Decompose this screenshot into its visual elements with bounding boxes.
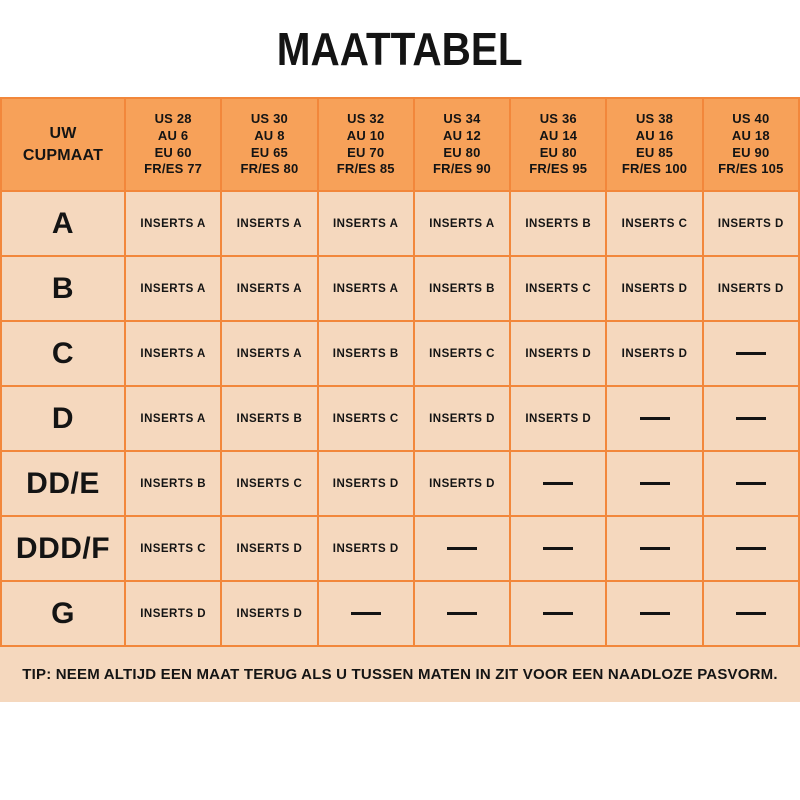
table-row-d: D INSERTS A INSERTS B INSERTS C INSERTS D INS… xyxy=(0,385,800,452)
table-cell xyxy=(701,580,800,647)
row-label-cell: A xyxy=(0,190,126,257)
table-cell xyxy=(701,450,800,517)
table-cell: INSERTS B xyxy=(412,255,512,322)
table-cell xyxy=(509,515,608,582)
table-cell: INSERTS B xyxy=(509,190,608,257)
tip-banner: TIP: NEEM ALTIJD EEN MAAT TERUG ALS U TU… xyxy=(0,647,800,702)
corner-header-cell: UW CUPMAAT xyxy=(0,97,126,192)
empty-dash xyxy=(735,611,766,615)
empty-dash xyxy=(446,611,477,615)
table-cell: INSERTS D xyxy=(220,515,319,582)
table-cell xyxy=(412,580,512,647)
column-header-cell-3: US 34 AU 12 EU 80 FR/ES 90 xyxy=(412,97,512,192)
empty-dash xyxy=(543,481,574,485)
table-cell xyxy=(701,320,800,387)
table-row-ddd-f: DDD/F INSERTS C INSERTS D INSERTS D xyxy=(0,515,800,582)
table-cell xyxy=(701,515,800,582)
table-cell: INSERTS C xyxy=(220,450,319,517)
page-title-text: MAATTABEL xyxy=(277,22,523,75)
table-row-g: G INSERTS D INSERTS D xyxy=(0,580,800,647)
size-chart-page: MAATTABEL UW CUPMAAT US 28 AU 6 EU 60 FR/… xyxy=(0,0,800,702)
table-cell: INSERTS A xyxy=(220,190,319,257)
page-title: MAATTABEL xyxy=(0,0,800,97)
empty-dash xyxy=(735,546,766,550)
table-cell: INSERTS C xyxy=(412,320,512,387)
row-label-cell: C xyxy=(0,320,126,387)
row-label-cell: DD/E xyxy=(0,450,126,517)
table-row-a: A INSERTS A INSERTS A INSERTS A INSERTS A INS… xyxy=(0,190,800,257)
table-cell: INSERTS D xyxy=(701,190,800,257)
table-row-b: B INSERTS A INSERTS A INSERTS A INSERTS B INS… xyxy=(0,255,800,322)
table-row-dd-e: DD/E INSERTS B INSERTS C INSERTS D INSERTS D xyxy=(0,450,800,517)
table-cell: INSERTS B xyxy=(220,385,319,452)
table-cell: INSERTS D xyxy=(509,320,608,387)
table-cell: INSERTS B xyxy=(316,320,415,387)
table-cell: INSERTS D xyxy=(605,255,704,322)
header-row: UW CUPMAAT US 28 AU 6 EU 60 FR/ES 77 US 30… xyxy=(0,97,800,192)
table-cell xyxy=(509,580,608,647)
table-cell xyxy=(701,385,800,452)
table-cell: INSERTS D xyxy=(220,580,319,647)
tip-text: TIP: NEEM ALTIJD EEN MAAT TERUG ALS U TU… xyxy=(22,666,778,683)
table-cell xyxy=(605,450,704,517)
empty-dash xyxy=(350,611,381,615)
empty-dash xyxy=(543,546,574,550)
table-cell: INSERTS A xyxy=(123,255,223,322)
empty-dash xyxy=(639,546,670,550)
empty-dash xyxy=(543,611,574,615)
column-header-cell-0: US 28 AU 6 EU 60 FR/ES 77 xyxy=(123,97,223,192)
table-cell xyxy=(605,580,704,647)
column-header-cell-2: US 32 AU 10 EU 70 FR/ES 85 xyxy=(316,97,415,192)
table-cell: INSERTS A xyxy=(123,385,223,452)
row-label-cell: G xyxy=(0,580,126,647)
size-table-body: A INSERTS A INSERTS A INSERTS A INSERTS A INS… xyxy=(0,190,800,647)
row-label-cell: D xyxy=(0,385,126,452)
empty-dash xyxy=(735,481,766,485)
empty-dash xyxy=(446,546,477,550)
table-cell: INSERTS C xyxy=(509,255,608,322)
table-cell xyxy=(509,450,608,517)
row-label-cell: DDD/F xyxy=(0,515,126,582)
empty-dash xyxy=(639,416,670,420)
column-header-cell-4: US 36 AU 14 EU 80 FR/ES 95 xyxy=(509,97,608,192)
table-row-c: C INSERTS A INSERTS A INSERTS B INSERTS C INS… xyxy=(0,320,800,387)
table-cell xyxy=(412,515,512,582)
table-cell: INSERTS D xyxy=(412,385,512,452)
table-cell: INSERTS A xyxy=(220,255,319,322)
table-cell: INSERTS C xyxy=(123,515,223,582)
size-table: UW CUPMAAT US 28 AU 6 EU 60 FR/ES 77 US 30… xyxy=(0,97,800,647)
table-cell: INSERTS A xyxy=(316,190,415,257)
table-cell: INSERTS A xyxy=(412,190,512,257)
table-cell: INSERTS B xyxy=(123,450,223,517)
table-cell: INSERTS D xyxy=(605,320,704,387)
empty-dash xyxy=(639,481,670,485)
size-table-header: UW CUPMAAT US 28 AU 6 EU 60 FR/ES 77 US 30… xyxy=(0,97,800,192)
table-cell: INSERTS D xyxy=(701,255,800,322)
table-cell: INSERTS D xyxy=(316,515,415,582)
table-cell xyxy=(316,580,415,647)
table-cell: INSERTS A xyxy=(123,190,223,257)
table-cell: INSERTS D xyxy=(123,580,223,647)
column-header-cell-6: US 40 AU 18 EU 90 FR/ES 105 xyxy=(701,97,800,192)
table-cell: INSERTS A xyxy=(220,320,319,387)
empty-dash xyxy=(639,611,670,615)
table-cell: INSERTS D xyxy=(316,450,415,517)
table-cell: INSERTS D xyxy=(509,385,608,452)
column-header-cell-1: US 30 AU 8 EU 65 FR/ES 80 xyxy=(220,97,319,192)
table-cell: INSERTS C xyxy=(316,385,415,452)
table-cell: INSERTS C xyxy=(605,190,704,257)
table-cell xyxy=(605,385,704,452)
table-cell xyxy=(605,515,704,582)
empty-dash xyxy=(735,351,766,355)
column-header-cell-5: US 38 AU 16 EU 85 FR/ES 100 xyxy=(605,97,704,192)
table-cell: INSERTS A xyxy=(316,255,415,322)
row-label-cell: B xyxy=(0,255,126,322)
table-cell: INSERTS A xyxy=(123,320,223,387)
empty-dash xyxy=(735,416,766,420)
table-cell: INSERTS D xyxy=(412,450,512,517)
